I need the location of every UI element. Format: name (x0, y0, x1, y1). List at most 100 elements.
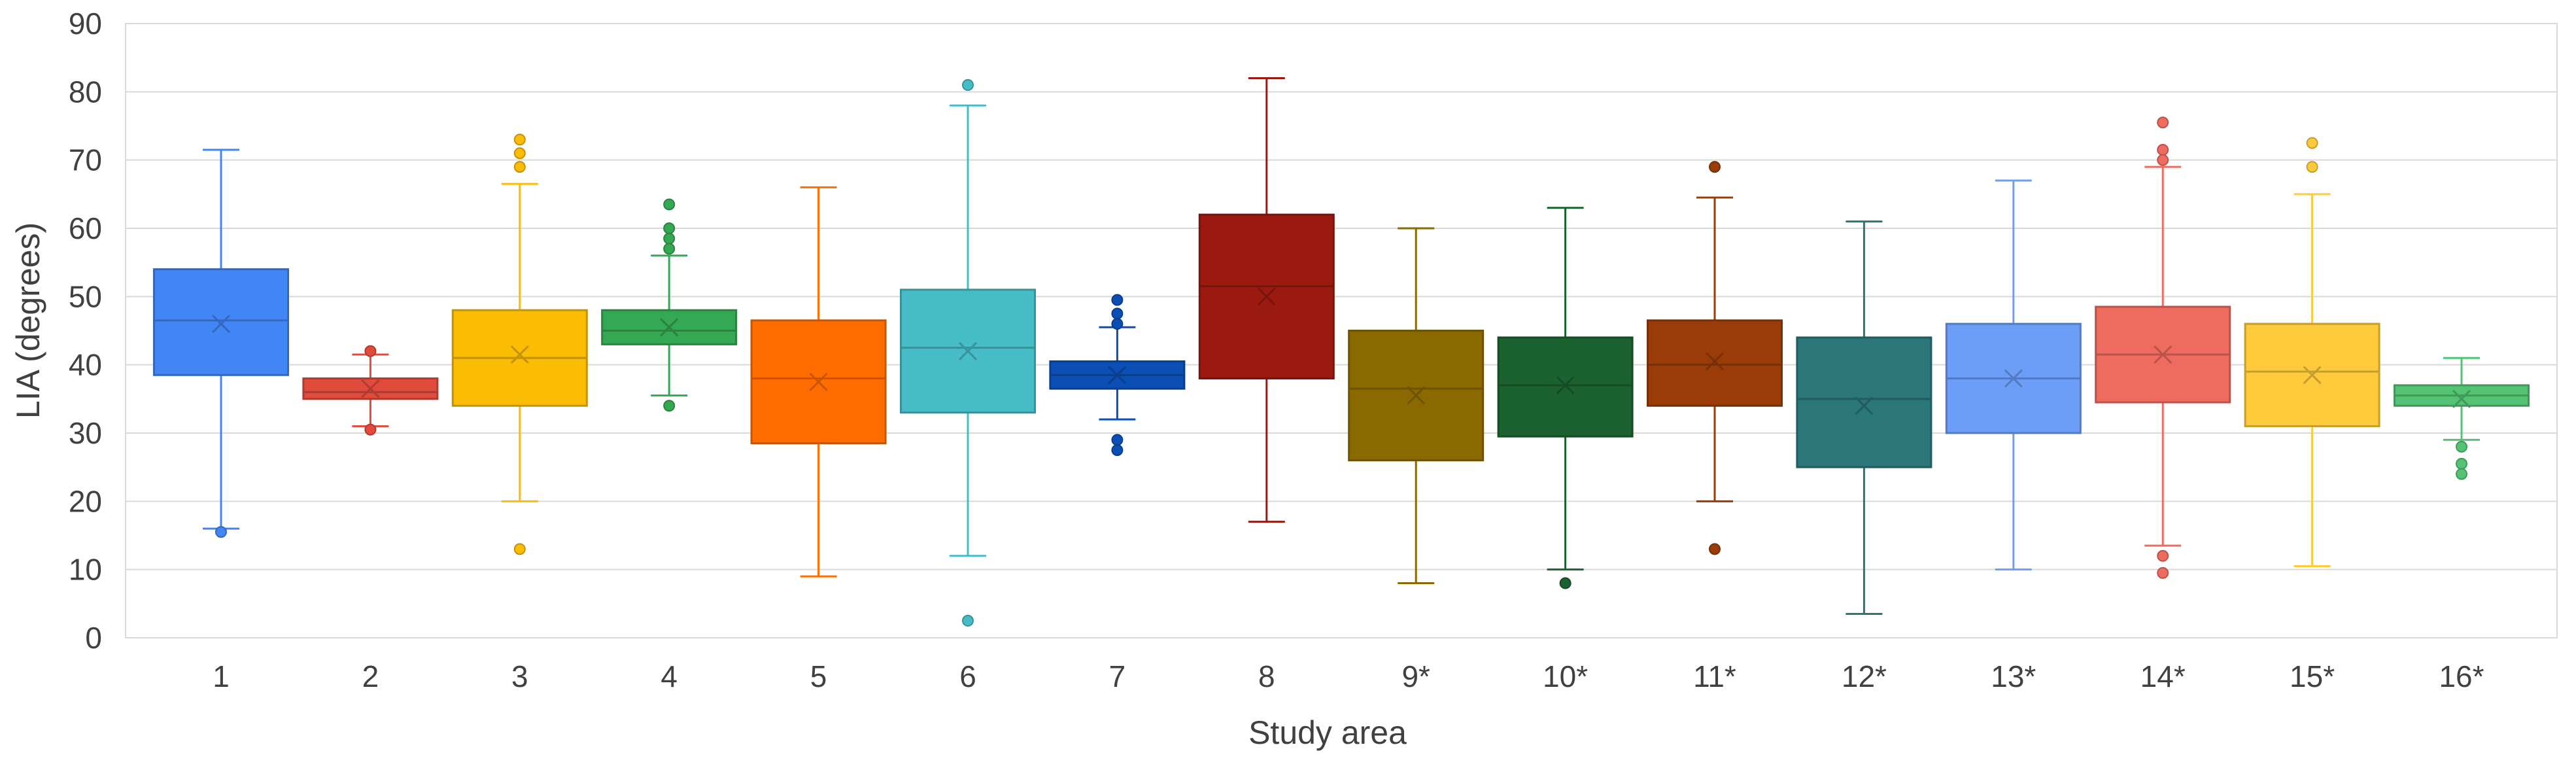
y-axis-tick-labels: 0 10 20 30 40 50 60 70 80 90 (69, 7, 102, 655)
box-14* (2095, 116, 2231, 579)
outlier-point (2157, 566, 2169, 579)
mean-marker (958, 341, 978, 360)
box-6 (900, 78, 1036, 627)
x-tick-label: 1 (213, 659, 230, 693)
outlier-point (513, 147, 526, 160)
y-tick-label: 40 (69, 348, 102, 382)
y-tick-label: 70 (69, 143, 102, 177)
outlier-point (1709, 543, 1721, 555)
x-tick-label: 13* (1991, 659, 2036, 693)
x-tick-label: 16* (2439, 659, 2484, 693)
mean-marker (1407, 386, 1426, 405)
outlier-point (2157, 154, 2169, 166)
mean-marker (1855, 396, 1874, 415)
box-9* (1348, 227, 1485, 585)
iqr-box (1796, 336, 1932, 468)
outlier-point (513, 133, 526, 146)
box-2 (302, 345, 439, 436)
mean-marker (2154, 345, 2172, 364)
x-tick-label: 4 (661, 659, 678, 693)
box-8 (1198, 77, 1335, 523)
x-tick-label: 9* (1401, 659, 1430, 693)
box-15* (2244, 137, 2380, 567)
outlier-point (215, 526, 227, 538)
x-tick-label: 6 (959, 659, 976, 693)
mean-marker (361, 379, 380, 398)
mean-marker (1257, 287, 1276, 306)
outlier-point (962, 614, 974, 627)
mean-marker (660, 318, 679, 337)
y-tick-label: 80 (69, 75, 102, 109)
box-7 (1049, 294, 1186, 457)
y-tick-label: 50 (69, 279, 102, 313)
outlier-point (513, 543, 526, 555)
outlier-point (1111, 434, 1124, 446)
outlier-point (2157, 144, 2169, 156)
outlier-point (2456, 468, 2467, 480)
mean-marker (510, 345, 529, 364)
y-tick-label: 90 (69, 7, 102, 41)
outlier-point (364, 345, 377, 357)
y-tick-label: 60 (69, 211, 102, 245)
outlier-point (1111, 444, 1124, 457)
x-tick-label: 10* (1543, 659, 1588, 693)
y-tick-label: 10 (69, 553, 102, 587)
outlier-point (962, 78, 974, 91)
outlier-point (663, 222, 676, 234)
x-tick-label: 8 (1258, 659, 1275, 693)
x-tick-label: 11* (1693, 659, 1736, 693)
y-tick-label: 20 (69, 484, 102, 518)
y-axis-title: LIA (degrees) (10, 222, 46, 419)
outlier-point (2306, 161, 2318, 173)
outlier-point (1111, 294, 1124, 306)
outlier-point (1559, 577, 1571, 589)
box-3 (451, 133, 588, 555)
mean-marker (1556, 375, 1575, 395)
outlier-point (364, 423, 377, 436)
y-tick-label: 0 (85, 621, 102, 655)
outlier-point (2306, 137, 2318, 149)
box-13* (1945, 179, 2082, 571)
x-axis-tick-labels: 1 2 3 4 5 6 7 8 9* 10* 11* 12* 13* 14* 15* 16* (213, 659, 2484, 693)
iqr-box (153, 268, 289, 376)
iqr-box (1497, 336, 1634, 438)
mean-marker (1108, 366, 1127, 385)
outlier-point (2456, 457, 2467, 470)
box-5 (750, 186, 887, 578)
outlier-point (1111, 307, 1124, 320)
box-4 (601, 198, 738, 412)
x-axis-title: Study area (1248, 714, 1407, 751)
outlier-point (1111, 318, 1124, 330)
mean-marker (211, 315, 231, 334)
box-11* (1647, 161, 1783, 555)
outlier-point (1709, 161, 1721, 173)
x-tick-label: 7 (1109, 659, 1126, 693)
mean-marker (2004, 369, 2023, 388)
x-tick-label: 14* (2140, 659, 2186, 693)
outlier-point (663, 243, 676, 255)
box-16* (2394, 357, 2530, 480)
outlier-point (2456, 440, 2467, 453)
box-12* (1796, 220, 1932, 615)
mean-marker (1705, 352, 1725, 371)
mean-marker (2452, 389, 2471, 408)
mean-marker (2303, 366, 2322, 385)
box-1 (153, 148, 289, 538)
mean-marker (809, 372, 828, 391)
box-10* (1497, 207, 1634, 589)
outlier-point (513, 161, 526, 173)
x-tick-label: 3 (511, 659, 528, 693)
x-tick-label: 15* (2290, 659, 2335, 693)
x-tick-label: 5 (810, 659, 827, 693)
outlier-point (663, 198, 676, 211)
box-series (153, 77, 2530, 627)
x-tick-label: 12* (1842, 659, 1887, 693)
y-tick-label: 30 (69, 416, 102, 450)
iqr-box (1647, 319, 1783, 407)
outlier-point (2157, 549, 2169, 562)
outlier-point (2157, 116, 2169, 129)
outlier-point (663, 400, 676, 412)
outlier-point (663, 232, 676, 245)
x-tick-label: 2 (362, 659, 379, 693)
